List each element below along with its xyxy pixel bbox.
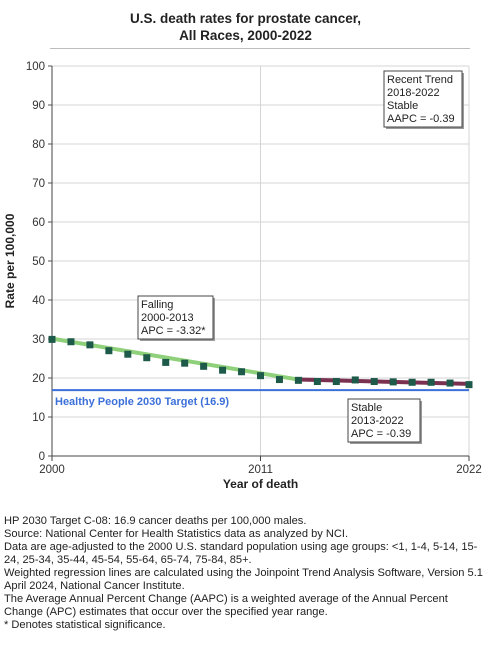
annotation-stable-trend: [347, 398, 421, 443]
annotation-falling-trend-text: APC = -3.32*: [141, 325, 206, 337]
y-tick-label: 30: [32, 334, 45, 346]
data-point: [86, 341, 94, 349]
data-point: [238, 368, 246, 376]
footnote-aapc: The Average Annual Percent Change (AAPC)…: [4, 593, 448, 618]
annotation-recent-trend: [383, 70, 463, 128]
y-tick-label: 20: [32, 373, 45, 385]
y-tick-label: 70: [32, 178, 45, 190]
chart-svg: 0 10 20 30 40 50 60 70 80 90 100 2000 2011 2022 Year o…: [3, 61, 482, 491]
y-tick-label: 60: [32, 217, 45, 229]
trend-line-2013-2022: [296, 377, 471, 386]
data-point: [294, 376, 302, 384]
annotation-recent-trend-text: AAPC = -0.39: [387, 113, 455, 125]
x-tick-label: 2000: [39, 464, 65, 476]
data-point: [162, 358, 170, 366]
y-tick-label: 50: [32, 256, 45, 268]
annotation-recent-trend-text: Recent Trend: [387, 74, 453, 86]
y-tick-label: 10: [32, 412, 45, 424]
y-tick-label: 40: [32, 295, 45, 307]
y-tick-label: 80: [32, 139, 45, 151]
data-point: [181, 359, 189, 367]
data-point: [465, 381, 473, 389]
x-tick-label: 2011: [248, 464, 273, 476]
annotation-recent-trend-text: Stable: [387, 100, 418, 112]
data-point: [67, 338, 75, 346]
annotation-falling-trend-text: Falling: [141, 299, 173, 311]
annotation-falling-trend-text: 2000-2013: [141, 312, 194, 324]
title-divider: [50, 48, 470, 49]
data-point: [446, 379, 454, 387]
annotation-stable-trend-text: Stable: [351, 402, 382, 414]
annotation-stable-trend-text: APC = -0.39: [351, 428, 411, 440]
data-point: [389, 378, 397, 386]
data-point: [408, 378, 416, 386]
data-point: [48, 335, 56, 343]
footnote-source: Source: National Center for Health Stati…: [4, 528, 349, 540]
y-tick-label: 100: [26, 61, 45, 73]
footnote-regression: Weighted regression lines are calculated…: [4, 567, 483, 592]
target-line-label: Healthy People 2030 Target (16.9): [55, 396, 229, 408]
data-point: [351, 376, 359, 384]
chart-title-line-1: U.S. death rates for prostate cancer,: [129, 11, 362, 26]
footnote-significance: * Denotes statistical significance.: [4, 619, 166, 631]
x-axis-title: Year of death: [223, 477, 298, 491]
data-point: [427, 378, 435, 386]
annotation-falling-trend: [137, 295, 214, 340]
data-point: [257, 372, 264, 380]
data-point: [105, 347, 113, 355]
chart-subtitle: All Races, 2000-2022: [179, 28, 312, 43]
data-point: [124, 350, 132, 358]
data-point: [275, 376, 283, 384]
y-axis-title: Rate per 100,000: [3, 213, 17, 308]
data-point: [370, 378, 378, 386]
data-point: [313, 378, 321, 386]
y-tick-label: 0: [39, 451, 45, 463]
footnotes: HP 2030 Target C-08: 16.9 cancer deaths …: [4, 515, 488, 632]
footnote-age-adjustment: Data are age-adjusted to the 2000 U.S. s…: [4, 541, 478, 566]
data-point: [219, 366, 227, 374]
annotation-recent-trend-text: 2018-2022: [387, 87, 440, 99]
chart-title: U.S. death rates for prostate cancer, Al…: [0, 10, 491, 44]
data-point: [200, 362, 208, 370]
data-point: [143, 354, 151, 362]
y-tick-label: 90: [32, 100, 45, 112]
data-point: [332, 378, 340, 386]
annotation-stable-trend-text: 2013-2022: [351, 415, 404, 427]
x-tick-label: 2022: [456, 464, 482, 476]
footnote-hp-target: HP 2030 Target C-08: 16.9 cancer deaths …: [4, 515, 307, 527]
